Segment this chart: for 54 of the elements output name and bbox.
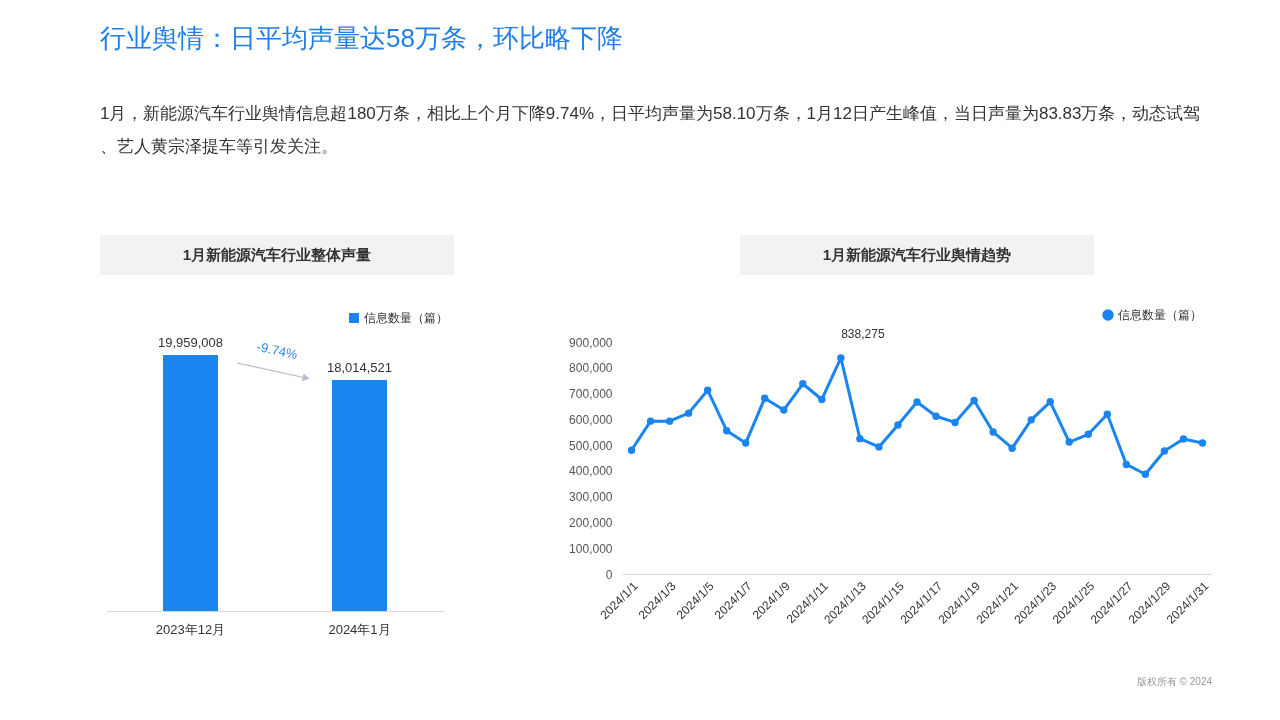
y-tick-label: 900,000 (569, 335, 613, 350)
data-label: 18,014,521 (326, 359, 393, 375)
point (1027, 416, 1035, 424)
point (894, 421, 902, 429)
point (1179, 435, 1188, 443)
chart-title: 1月新能源汽车行业舆情趋势 (822, 246, 1012, 263)
point (1122, 460, 1131, 469)
legend-label: 信息数量（篇） (364, 311, 448, 325)
point (665, 417, 674, 425)
x-tick-label: 2024年1月 (328, 621, 391, 637)
point (722, 426, 731, 435)
point (913, 398, 921, 406)
y-tick-label: 500,000 (569, 438, 613, 453)
point (1160, 447, 1169, 455)
chart-title: 1月新能源汽车行业整体声量 (182, 246, 372, 263)
point (1008, 444, 1016, 452)
point (1141, 470, 1150, 478)
data-label: 838,275 (841, 326, 885, 341)
point (1046, 398, 1054, 406)
y-tick-label: 0 (605, 567, 613, 582)
x-tick-label: 2023年12月 (155, 621, 226, 637)
y-tick-label: 100,000 (569, 541, 613, 556)
y-tick-label: 800,000 (569, 361, 613, 376)
point (875, 443, 883, 451)
point (742, 439, 750, 447)
point (684, 409, 693, 417)
point (818, 395, 826, 404)
point (856, 434, 864, 443)
annotation: -9.74% (255, 338, 300, 363)
point (761, 394, 769, 402)
legend-label: 信息数量（篇） (1118, 308, 1202, 322)
point (627, 446, 636, 454)
point (1198, 439, 1207, 447)
point (932, 412, 940, 420)
point (1103, 410, 1112, 418)
data-label: 19,959,008 (157, 335, 224, 350)
text: 版权所有 © 2024 (1136, 676, 1213, 687)
point (989, 428, 997, 436)
point (780, 406, 788, 414)
point (1065, 438, 1073, 446)
point (646, 417, 655, 425)
text: 1月，新能源汽车行业舆情信息超180万条，相比上个月下降9.74%，日平均声量为58.10万条，1月12日产生峰值，当日声量为83.83万条，动态试驾、艺人黄宗泽提车等引发关注。 (100, 104, 1201, 156)
point (1084, 430, 1092, 438)
y-tick-label: 400,000 (569, 464, 613, 479)
point (970, 396, 978, 405)
point (703, 386, 712, 394)
y-tick-label: 200,000 (569, 515, 613, 530)
point (951, 418, 959, 427)
y-tick-label: 700,000 (569, 387, 613, 402)
y-tick-label: 300,000 (569, 490, 613, 505)
point (799, 380, 807, 388)
text: 行业舆情：日平均声量达58万条，环比略下降 (100, 23, 623, 53)
point (837, 354, 845, 362)
y-tick-label: 600,000 (569, 412, 613, 427)
